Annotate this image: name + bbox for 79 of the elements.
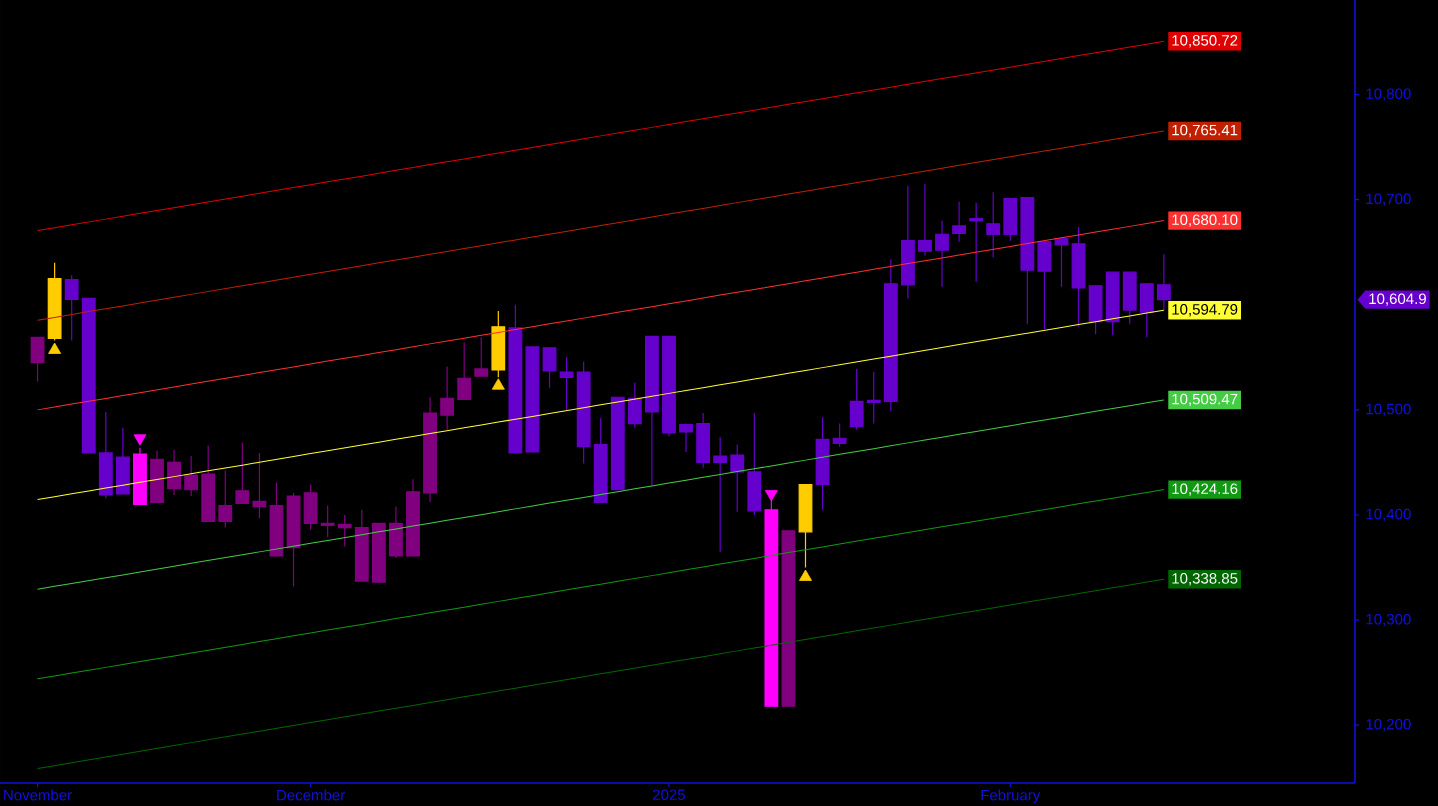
x-tick-label: December bbox=[277, 789, 345, 801]
candlestick bbox=[576, 360, 591, 465]
candlestick bbox=[235, 441, 250, 505]
x-tick-label: 2025 bbox=[653, 789, 686, 801]
candlestick bbox=[423, 396, 437, 503]
x-tick-label: November bbox=[4, 789, 72, 801]
data-label: 10,594.79 bbox=[1172, 304, 1238, 317]
y-tick-label: 10,800 bbox=[1366, 88, 1411, 101]
candlestick bbox=[371, 522, 386, 583]
candlestick bbox=[184, 455, 199, 497]
candlestick bbox=[935, 220, 949, 288]
candlestick bbox=[440, 366, 455, 431]
data-label: 10,509.47 bbox=[1172, 393, 1238, 407]
data-label: 10,765.41 bbox=[1172, 124, 1238, 138]
candlestick bbox=[696, 412, 711, 469]
data-label: 10,338.85 bbox=[1172, 573, 1238, 586]
candlestick bbox=[133, 447, 147, 506]
candlestick bbox=[64, 274, 79, 342]
candlestick bbox=[900, 185, 915, 300]
point bbox=[799, 569, 812, 581]
candlestick bbox=[713, 436, 728, 553]
candlestick bbox=[218, 470, 233, 529]
candlestick bbox=[1139, 283, 1154, 338]
candlestick bbox=[1037, 241, 1052, 330]
candlestick bbox=[662, 335, 676, 437]
y-tick-label: 10,300 bbox=[1366, 613, 1411, 627]
candlestick bbox=[559, 356, 574, 411]
candlestick bbox=[508, 304, 523, 454]
candlestick bbox=[883, 258, 898, 412]
candlestick bbox=[98, 411, 113, 499]
candlestick bbox=[986, 191, 1001, 259]
y-tick-label: 10,200 bbox=[1366, 718, 1411, 732]
candlestick bbox=[1156, 253, 1171, 311]
candlestick bbox=[679, 422, 693, 453]
candlestick bbox=[1003, 198, 1018, 242]
candlestick bbox=[918, 183, 932, 256]
candlestick bbox=[952, 201, 967, 243]
y-tick-label: 10,500 bbox=[1366, 403, 1411, 417]
candlestick bbox=[593, 417, 608, 503]
point bbox=[48, 342, 62, 354]
candlestick bbox=[1088, 285, 1103, 335]
candlestick bbox=[286, 492, 301, 588]
candlestick bbox=[610, 396, 625, 491]
candlestick bbox=[269, 481, 284, 557]
data-label: 10,850.72 bbox=[1172, 35, 1238, 48]
candlestick bbox=[30, 336, 45, 383]
candlestick bbox=[1122, 271, 1137, 325]
candlestick bbox=[781, 530, 796, 707]
candlestick bbox=[406, 478, 420, 557]
candlestick bbox=[627, 381, 642, 429]
candlestick bbox=[1020, 196, 1035, 325]
candlestick bbox=[150, 450, 164, 503]
candlestick bbox=[389, 505, 403, 559]
y-tick-label: 10,700 bbox=[1366, 193, 1411, 206]
candlestick bbox=[81, 297, 96, 454]
candlestick bbox=[474, 336, 489, 377]
point bbox=[491, 378, 505, 390]
candlestick bbox=[730, 443, 745, 513]
text: 10,604.9 bbox=[1369, 293, 1426, 306]
candlestick bbox=[354, 509, 369, 582]
candlestick bbox=[303, 483, 318, 531]
candlestick bbox=[542, 347, 557, 389]
candlestick bbox=[645, 335, 659, 487]
candlestick bbox=[167, 449, 181, 496]
candlestick bbox=[115, 427, 130, 495]
candlestick bbox=[457, 342, 472, 400]
candlestick bbox=[1054, 236, 1069, 288]
x-tick-label: February bbox=[981, 789, 1041, 804]
candlestick bbox=[1105, 271, 1120, 336]
candlestick bbox=[815, 416, 830, 511]
y-tick-label: 10,400 bbox=[1366, 508, 1411, 522]
candlestick bbox=[201, 445, 216, 522]
candlestick bbox=[849, 368, 864, 431]
candlestick bbox=[525, 346, 540, 453]
data-label: 10,424.16 bbox=[1172, 483, 1238, 496]
candlestick bbox=[1071, 226, 1086, 328]
data-label: 10,680.10 bbox=[1172, 214, 1238, 227]
candlestick bbox=[747, 412, 762, 516]
candlestick bbox=[832, 422, 847, 448]
